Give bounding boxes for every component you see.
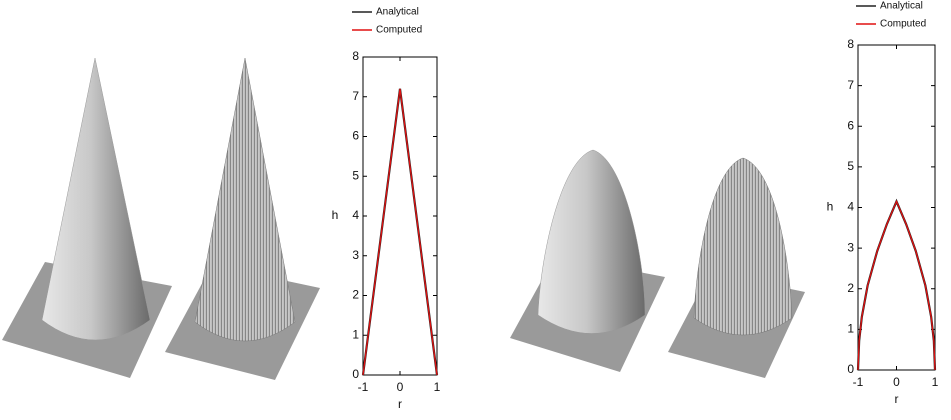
x-tick-label: 0 xyxy=(893,375,900,389)
data-line xyxy=(363,89,437,375)
y-tick-label: 8 xyxy=(352,49,359,63)
y-axis-label: h xyxy=(332,208,339,222)
y-tick-label: 6 xyxy=(352,129,359,143)
x-tick-label: -1 xyxy=(853,375,864,389)
y-tick-label: 8 xyxy=(847,37,854,51)
paraboloid-mesh xyxy=(694,158,792,335)
y-tick-label: 1 xyxy=(352,327,359,341)
cone-surface xyxy=(42,58,150,340)
paraboloid-surface xyxy=(538,150,645,334)
plot-frame xyxy=(858,45,935,370)
y-tick-label: 2 xyxy=(352,288,359,302)
y-tick-label: 5 xyxy=(847,159,854,173)
x-axis-label: r xyxy=(398,397,402,411)
y-tick-label: 1 xyxy=(847,322,854,336)
y-tick-label: 4 xyxy=(847,200,854,214)
cone-mesh xyxy=(195,58,295,341)
legend-label: Computed xyxy=(376,25,422,36)
legend-label: Computed xyxy=(880,19,926,30)
y-tick-label: 6 xyxy=(847,118,854,132)
y-tick-label: 4 xyxy=(352,208,359,222)
x-tick-label: 1 xyxy=(434,380,441,394)
y-tick-label: 3 xyxy=(847,240,854,254)
surface-renderings xyxy=(2,58,805,380)
y-tick-label: 5 xyxy=(352,168,359,182)
data-line xyxy=(858,201,935,370)
plot-frame xyxy=(363,57,437,375)
y-tick-label: 3 xyxy=(352,248,359,262)
x-axis-label: r xyxy=(895,392,899,406)
y-tick-label: 0 xyxy=(352,367,359,381)
y-axis-label: h xyxy=(827,200,834,214)
data-line xyxy=(363,89,437,375)
data-line xyxy=(858,201,935,370)
y-tick-label: 0 xyxy=(847,362,854,376)
figure: 012345678-101rhAnalyticalComputed0123456… xyxy=(0,0,951,420)
y-tick-label: 7 xyxy=(847,78,854,92)
y-tick-label: 7 xyxy=(352,89,359,103)
legend-label: Analytical xyxy=(880,1,923,12)
y-tick-label: 2 xyxy=(847,281,854,295)
x-tick-label: 0 xyxy=(397,380,404,394)
legend-label: Analytical xyxy=(376,7,419,18)
x-tick-label: 1 xyxy=(932,375,939,389)
x-tick-label: -1 xyxy=(358,380,369,394)
